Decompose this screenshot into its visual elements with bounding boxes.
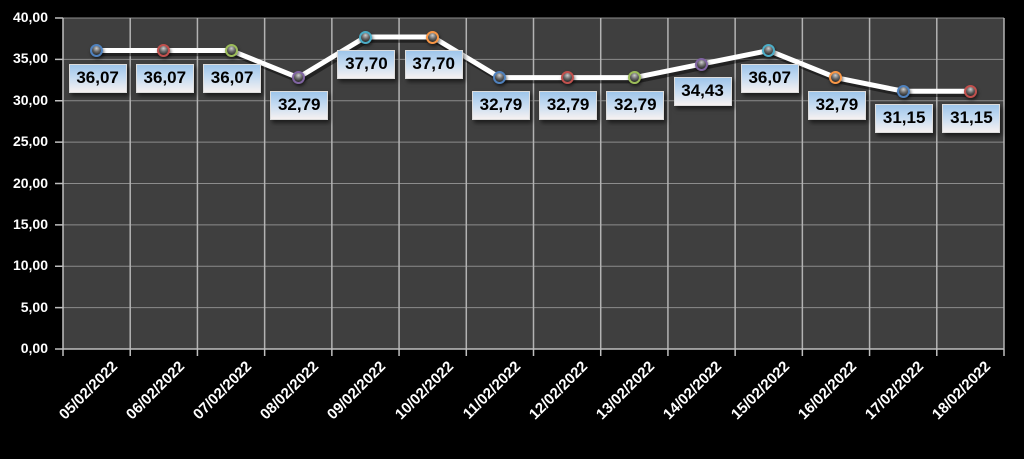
series-line — [94, 34, 973, 94]
y-tick-label: 35,00 — [12, 50, 48, 67]
data-label: 32,79 — [539, 90, 598, 120]
y-tick-label: 15,00 — [12, 215, 48, 232]
y-tick-label: 25,00 — [12, 133, 48, 150]
data-label: 32,79 — [471, 90, 530, 120]
data-point-marker — [426, 30, 440, 44]
data-point-marker — [224, 44, 238, 58]
data-point-marker — [829, 71, 843, 85]
data-label: 36,07 — [135, 63, 194, 93]
data-point-marker — [627, 71, 641, 85]
data-label: 32,79 — [606, 90, 665, 120]
data-label: 34,43 — [673, 77, 732, 107]
y-tick-label: 40,00 — [12, 9, 48, 25]
data-point-marker — [963, 84, 977, 98]
data-label: 32,79 — [270, 90, 329, 120]
data-label: 32,79 — [807, 90, 866, 120]
data-label: 36,07 — [740, 63, 799, 93]
data-label: 37,70 — [404, 50, 463, 80]
data-label: 31,15 — [875, 104, 934, 134]
data-point-marker — [358, 30, 372, 44]
y-tick-label: 20,00 — [12, 174, 48, 191]
data-label: 36,07 — [203, 63, 262, 93]
data-point-marker — [560, 71, 574, 85]
data-label: 31,15 — [942, 104, 1001, 134]
y-tick-label: 10,00 — [12, 257, 48, 274]
data-point-marker — [762, 44, 776, 58]
data-point-marker — [291, 71, 305, 85]
data-point-marker — [157, 44, 171, 58]
data-point-marker — [695, 57, 709, 71]
y-tick-label: 0,00 — [20, 340, 48, 356]
data-label: 37,70 — [337, 50, 396, 80]
data-point-marker — [493, 71, 507, 85]
data-point-marker — [90, 44, 104, 58]
y-tick-label: 5,00 — [20, 298, 48, 315]
data-point-marker — [896, 84, 910, 98]
data-label: 36,07 — [68, 63, 127, 93]
y-tick-label: 30,00 — [12, 91, 48, 108]
